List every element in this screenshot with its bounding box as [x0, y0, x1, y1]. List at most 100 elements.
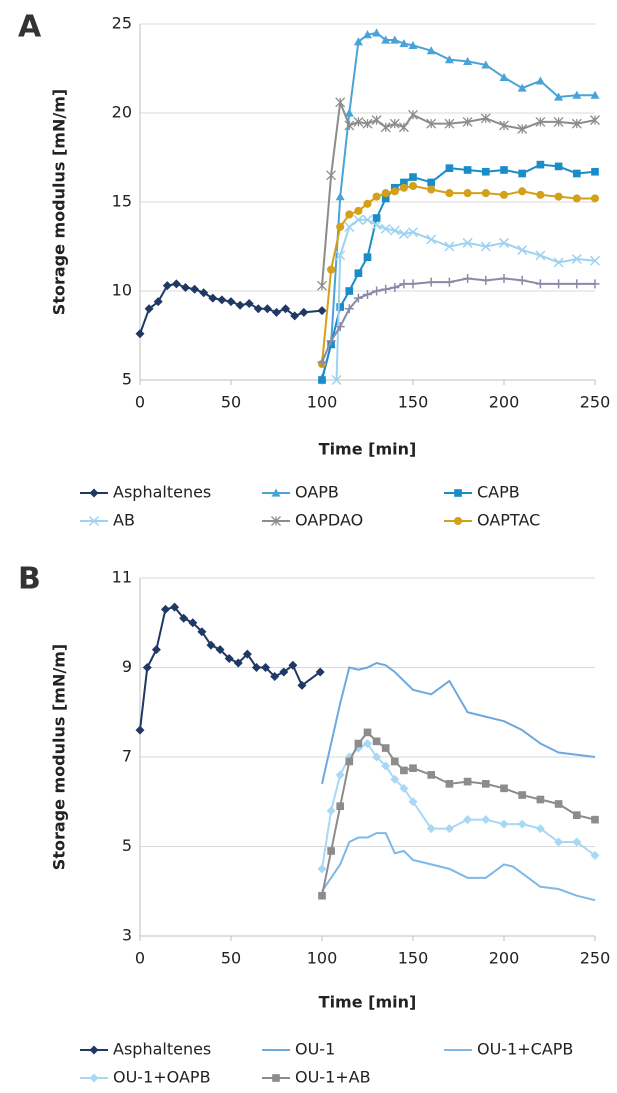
marker: [389, 225, 400, 236]
legend-label: OU-1+AB: [295, 1068, 371, 1087]
marker: [363, 290, 372, 300]
legend-label: CAPB: [477, 483, 520, 502]
marker: [499, 72, 509, 81]
marker: [336, 222, 345, 231]
marker: [380, 122, 391, 133]
marker: [499, 190, 509, 199]
marker: [354, 206, 363, 215]
marker: [381, 189, 390, 198]
marker: [271, 488, 281, 497]
marker: [244, 298, 254, 308]
marker: [444, 241, 455, 252]
marker: [409, 173, 417, 181]
marker: [390, 187, 399, 196]
x-tick-label: 200: [489, 393, 520, 412]
marker: [426, 824, 436, 834]
marker: [272, 307, 281, 317]
marker: [181, 282, 190, 292]
marker: [215, 645, 225, 655]
marker: [151, 645, 161, 655]
marker: [381, 194, 390, 203]
marker: [362, 214, 373, 225]
marker: [463, 777, 472, 786]
marker: [400, 178, 408, 187]
marker: [517, 275, 527, 285]
marker: [536, 795, 545, 804]
marker: [197, 627, 207, 637]
marker: [297, 680, 307, 690]
marker: [372, 214, 381, 222]
x-axis-title: Time [min]: [319, 440, 417, 459]
marker: [554, 800, 563, 808]
marker: [517, 819, 527, 829]
marker: [380, 223, 391, 234]
marker: [454, 489, 462, 497]
marker: [571, 253, 582, 264]
marker: [288, 660, 298, 670]
marker: [535, 250, 546, 261]
marker: [217, 295, 227, 305]
marker: [188, 618, 198, 628]
x-axis-title: Time [min]: [319, 993, 417, 1012]
marker: [407, 227, 419, 238]
marker: [262, 304, 272, 314]
y-tick-label: 9: [122, 657, 132, 676]
marker: [299, 307, 309, 317]
marker: [554, 192, 563, 201]
x-tick-label: 50: [221, 949, 241, 968]
marker: [535, 824, 545, 834]
y-tick-label: 11: [112, 568, 132, 587]
marker: [444, 118, 455, 129]
marker: [499, 274, 509, 284]
marker: [572, 90, 582, 99]
legend-label: OAPTAC: [477, 511, 540, 530]
marker: [344, 304, 354, 314]
marker: [271, 516, 281, 526]
marker: [270, 671, 280, 681]
marker: [462, 116, 473, 127]
marker: [518, 169, 527, 178]
marker: [331, 374, 342, 386]
y-axis-title: Storage modulus [mN/m]: [50, 644, 69, 870]
marker: [427, 185, 436, 194]
marker: [400, 766, 408, 775]
marker: [390, 35, 400, 44]
marker: [372, 192, 381, 201]
marker: [363, 253, 372, 262]
marker: [318, 376, 326, 384]
y-tick-label: 7: [122, 747, 132, 766]
marker: [363, 30, 372, 39]
marker: [426, 234, 437, 245]
legend-label: OU-1+CAPB: [477, 1040, 573, 1059]
marker: [326, 170, 337, 181]
marker: [251, 663, 261, 672]
marker: [144, 304, 154, 314]
marker: [354, 739, 363, 748]
x-tick-label: 150: [398, 393, 429, 412]
marker: [335, 97, 346, 108]
marker: [162, 281, 172, 291]
marker: [242, 649, 252, 659]
marker: [327, 847, 335, 855]
marker: [353, 116, 364, 127]
marker: [427, 771, 436, 779]
marker: [445, 164, 454, 173]
marker: [206, 640, 216, 650]
series-line: [321, 742, 596, 870]
x-tick-label: 0: [135, 949, 145, 968]
marker: [253, 304, 263, 314]
marker: [390, 282, 400, 292]
marker: [279, 667, 289, 677]
marker: [345, 287, 354, 295]
marker: [381, 35, 391, 44]
x-tick-label: 250: [580, 949, 611, 968]
marker: [89, 1045, 99, 1055]
marker: [142, 663, 152, 672]
legend-label: Asphaltenes: [113, 1040, 211, 1059]
marker: [353, 214, 364, 225]
marker: [426, 118, 437, 129]
y-tick-label: 15: [112, 192, 132, 211]
marker: [517, 83, 527, 92]
marker: [372, 28, 382, 37]
